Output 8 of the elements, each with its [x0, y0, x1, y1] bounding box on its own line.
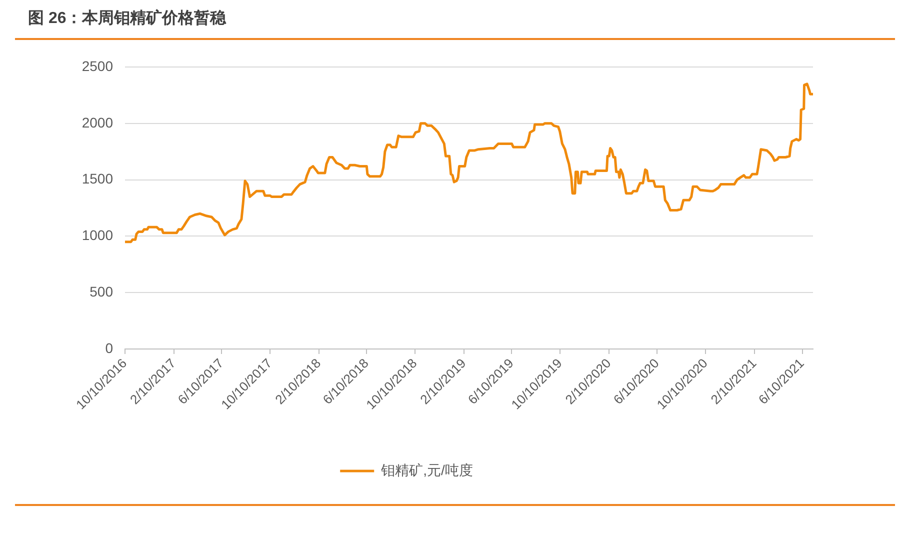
y-tick-label: 500 [90, 283, 114, 300]
legend-label: 钼精矿,元/吨度 [380, 462, 473, 478]
chart-title: 图 26：本周钼精矿价格暂稳 [28, 8, 226, 29]
y-tick-label: 0 [105, 340, 114, 356]
y-tick-label: 2500 [82, 58, 114, 74]
y-tick-label: 2000 [82, 114, 114, 130]
y-tick-label: 1500 [82, 170, 114, 187]
y-tick-label: 1000 [82, 227, 114, 244]
